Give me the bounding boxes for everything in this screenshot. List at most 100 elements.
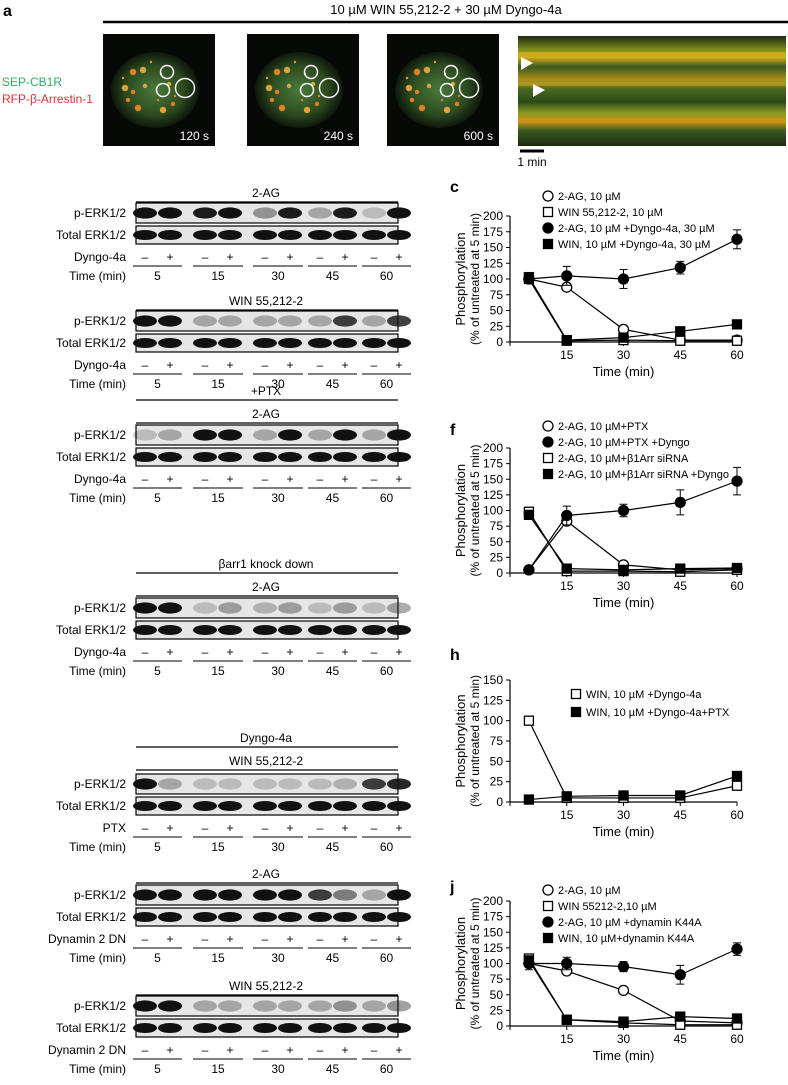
y-tick-label: 25 (490, 775, 504, 789)
legend-label: 2-AG, 10 µM+β1Arr siRNA (558, 453, 689, 465)
row-label-total: Total ERK1/2 (56, 450, 126, 464)
micrograph-3: 600 s (387, 34, 499, 146)
minus-sign: – (202, 358, 209, 372)
blot-i-2ag: 2-AG p-ERK1/2 Total ERK1/2 Dynamin 2 DN – + – +… (48, 867, 411, 965)
time-label: 45 (326, 840, 340, 854)
total-row-band (278, 911, 302, 923)
legend-marker (570, 706, 582, 718)
puncta (139, 66, 147, 74)
minus-sign: – (142, 645, 149, 659)
total-row-band (387, 911, 411, 923)
perk-row-band (133, 207, 157, 219)
minus-sign: – (317, 821, 324, 835)
blot-header: 2-AG (252, 580, 280, 594)
minus-sign: – (142, 358, 149, 372)
time-label: 15 (211, 840, 225, 854)
y-axis-label: Phosphorylation (453, 917, 468, 1010)
perk-row-band (133, 1000, 157, 1012)
roi-circle-1 (443, 64, 459, 80)
data-point (731, 562, 743, 574)
data-point (561, 791, 572, 802)
data-point (561, 1014, 572, 1025)
panel-letter-h: h (450, 647, 460, 664)
plus-sign: + (226, 1043, 233, 1057)
perk-row-band (278, 207, 302, 219)
y-tick-label: 75 (490, 972, 504, 986)
y-tick-label: 100 (483, 957, 503, 971)
micrograph-2: 240 s (247, 34, 359, 146)
legend-label: WIN 55212-2,10 µM (558, 901, 657, 913)
plus-sign: + (226, 472, 233, 486)
puncta (121, 84, 129, 92)
minus-sign: – (142, 472, 149, 486)
row-label-total: Total ERK1/2 (56, 799, 126, 813)
total-row-band (333, 1022, 357, 1034)
time-label: 30 (271, 1062, 285, 1076)
time-label: 5 (154, 269, 161, 283)
row-label-perk: p-ERK1/2 (74, 601, 126, 615)
perk-row-band (387, 429, 411, 441)
series-line (528, 962, 738, 1024)
plus-sign: + (341, 472, 348, 486)
data-point (561, 334, 572, 346)
total-row-band (387, 624, 411, 636)
puncta (454, 101, 460, 107)
panel-letter-a: a (3, 3, 12, 20)
x-tick-label: 45 (674, 348, 688, 362)
row-label-time: Time (min) (69, 269, 126, 283)
minus-sign: – (317, 645, 324, 659)
puncta (413, 68, 421, 76)
total-row-band (193, 229, 217, 241)
roi-circle-2 (299, 82, 315, 98)
label-sep-cb1r: SEP-CB1R (2, 75, 62, 89)
row-label-treatment: PTX (103, 821, 126, 835)
puncta (142, 83, 148, 89)
plus-sign: + (226, 821, 233, 835)
row-label-time: Time (min) (69, 1062, 126, 1076)
time-label: 45 (326, 269, 340, 283)
perk-row-band (193, 889, 217, 901)
minus-sign: – (371, 821, 378, 835)
x-tick-label: 60 (730, 348, 744, 362)
y-tick-label: 100 (483, 714, 503, 728)
perk-row-band (253, 602, 277, 614)
legend-item-4: WIN, 10 µM+dynamin K44A (542, 932, 695, 945)
perk-row-band (333, 315, 357, 327)
plus-sign: + (166, 821, 173, 835)
plus-sign: + (226, 358, 233, 372)
puncta (293, 60, 297, 64)
puncta (159, 106, 167, 114)
legend-label: WIN, 10 µM +Dyngo-4a+PTX (586, 707, 730, 719)
perk-row-band (218, 602, 242, 614)
y-tick-label: 50 (490, 535, 504, 549)
puncta (443, 106, 451, 114)
total-row-band (158, 229, 182, 241)
y-tick-label: 75 (490, 288, 504, 302)
minus-sign: – (202, 250, 209, 264)
arrowhead-2 (533, 84, 545, 97)
perk-row-band (362, 778, 386, 790)
perk-row-band (253, 315, 277, 327)
perk-row-band (158, 889, 182, 901)
minus-sign: – (317, 358, 324, 372)
minus-sign: – (262, 821, 269, 835)
y-tick-label: 200 (483, 894, 503, 908)
time-label: 5 (154, 491, 161, 505)
data-point (675, 1011, 686, 1022)
total-row-band (333, 624, 357, 636)
blot-b-2ag: 2-AG p-ERK1/2 Total ERK1/2 Dyngo-4a – + – + – + – +… (56, 186, 411, 283)
total-row-band (278, 229, 302, 241)
puncta (440, 98, 444, 102)
perk-row-band (133, 778, 157, 790)
y-tick-label: 100 (483, 272, 503, 286)
legend-item-3: 2-AG, 10 µM+β1Arr siRNA (542, 452, 689, 465)
time-label: 60 (380, 377, 394, 391)
data-point (674, 969, 686, 981)
blot-d: +PTX 2-AG p-ERK1/2 Total ERK1/2 Dyngo-4a – + – +… (56, 384, 411, 505)
minus-sign: – (262, 250, 269, 264)
blot-g: Dyngo-4a WIN 55,212-2 p-ERK1/2 Total ERK1/2… (56, 731, 411, 854)
legend-marker (542, 206, 554, 218)
perk-row-band (218, 1000, 242, 1012)
data-point (523, 509, 535, 521)
